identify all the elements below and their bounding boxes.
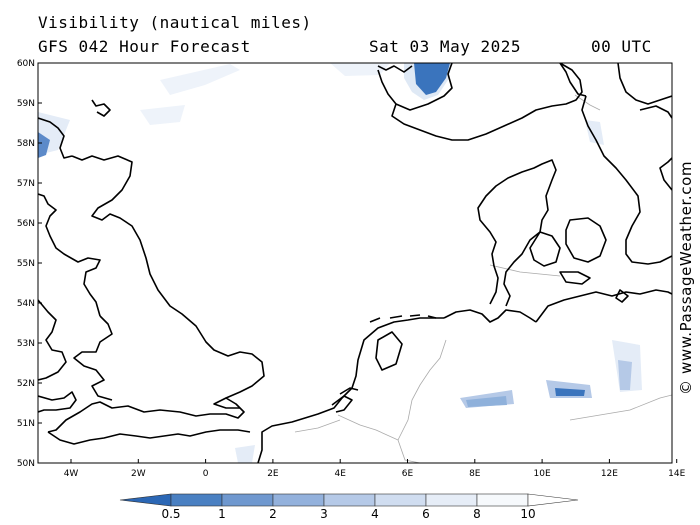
forecast-time: 00 UTC <box>591 37 652 56</box>
lat-label: 56N <box>17 219 35 229</box>
coast-baltic-germany <box>535 289 672 323</box>
lat-label: 60N <box>17 59 35 69</box>
map-frame <box>37 62 673 464</box>
coast-frisian-islands <box>369 314 437 323</box>
lat-label: 51N <box>17 419 35 429</box>
lat-label: 53N <box>17 339 35 349</box>
coast-lolland <box>559 271 591 285</box>
coast-great-britain <box>47 155 265 433</box>
fog-patch-germany-a-core <box>466 396 507 407</box>
coast-zeeland <box>331 387 359 413</box>
coastlines <box>38 63 672 463</box>
lat-label: 55N <box>17 259 35 269</box>
latitude-axis: 60N 59N 58N 57N 56N 55N 54N 53N 52N 51N 50N <box>17 59 42 469</box>
fog-patch-channel <box>235 445 255 463</box>
coast-oslofjord <box>559 63 587 97</box>
lon-label: 12E <box>601 469 618 479</box>
lon-label: 0 <box>203 469 209 479</box>
lat-label: 52N <box>17 379 35 389</box>
fog-patch-germany-b-core <box>555 388 585 396</box>
fog-patch-north-2 <box>330 63 390 76</box>
coast-norway-east <box>617 63 672 119</box>
coast-ireland-south <box>38 391 77 413</box>
fog-patch-north <box>160 64 240 95</box>
coast-ireland <box>38 299 67 381</box>
coast-orkney <box>38 117 73 159</box>
legend-label: 2 <box>269 507 277 521</box>
coast-france-north <box>257 317 444 463</box>
lon-label: 4W <box>64 469 79 479</box>
forecast-date: Sat 03 May 2025 <box>369 37 521 56</box>
coast-cornwall <box>47 429 251 445</box>
coast-norway <box>377 63 583 141</box>
legend-label: 3 <box>320 507 328 521</box>
lat-label: 58N <box>17 139 35 149</box>
legend-swatch <box>272 493 325 507</box>
coast-thames <box>213 397 240 409</box>
coast-nw-england <box>38 193 101 317</box>
forecast-label: GFS 042 Hour Forecast <box>38 37 251 56</box>
legend-swatch <box>119 493 172 507</box>
coast-danish-islands <box>529 231 561 267</box>
legend-label: 0.5 <box>161 507 180 521</box>
coast-sweden <box>581 95 672 265</box>
legend-label: 8 <box>473 507 481 521</box>
lat-label: 59N <box>17 99 35 109</box>
lon-label: 4E <box>334 469 346 479</box>
legend-swatch <box>374 493 427 507</box>
coast-sweden-east <box>659 157 672 191</box>
legend-swatch <box>323 493 376 507</box>
lat-label: 54N <box>17 299 35 309</box>
fog-patch-northsea <box>140 105 185 125</box>
lat-label: 50N <box>17 459 35 469</box>
coast-german-bight <box>443 309 537 323</box>
coast-bornholm-area <box>615 289 629 303</box>
fog-patch-west-core <box>38 132 50 158</box>
legend-label: 6 <box>422 507 430 521</box>
country-borders <box>294 94 672 463</box>
legend-swatch <box>425 493 478 507</box>
fog-patch-norway-south-core <box>414 63 450 95</box>
lon-label: 2W <box>131 469 146 479</box>
legend-label: 1 <box>218 507 226 521</box>
legend-swatch <box>527 493 579 507</box>
fog-patch-skagerrak <box>585 120 604 145</box>
coast-wales <box>73 315 113 401</box>
lat-label: 57N <box>17 179 35 189</box>
longitude-axis: 4W 2W 0 2E 4E 6E 8E 10E 12E 14E <box>64 459 686 479</box>
coast-shetland <box>91 99 111 117</box>
coast-jutland <box>477 159 557 307</box>
legend-swatch <box>170 493 223 507</box>
map-title: Visibility (nautical miles) <box>38 13 312 32</box>
legend-swatch <box>476 493 529 507</box>
legend-label: 4 <box>371 507 379 521</box>
lon-label: 8E <box>469 469 481 479</box>
visibility-shading <box>38 63 642 463</box>
legend-swatch <box>221 493 274 507</box>
lon-label: 2E <box>267 469 279 479</box>
lon-label: 10E <box>534 469 551 479</box>
coast-zealand <box>565 217 607 263</box>
lon-label: 6E <box>402 469 414 479</box>
lon-label: 14E <box>668 469 685 479</box>
coast-ijsselmeer <box>375 331 403 371</box>
legend-label: 10 <box>520 507 535 521</box>
visibility-legend: 0.5 1 2 3 4 6 8 10 <box>119 493 579 521</box>
fog-patch-germany-c-mid <box>618 360 632 390</box>
